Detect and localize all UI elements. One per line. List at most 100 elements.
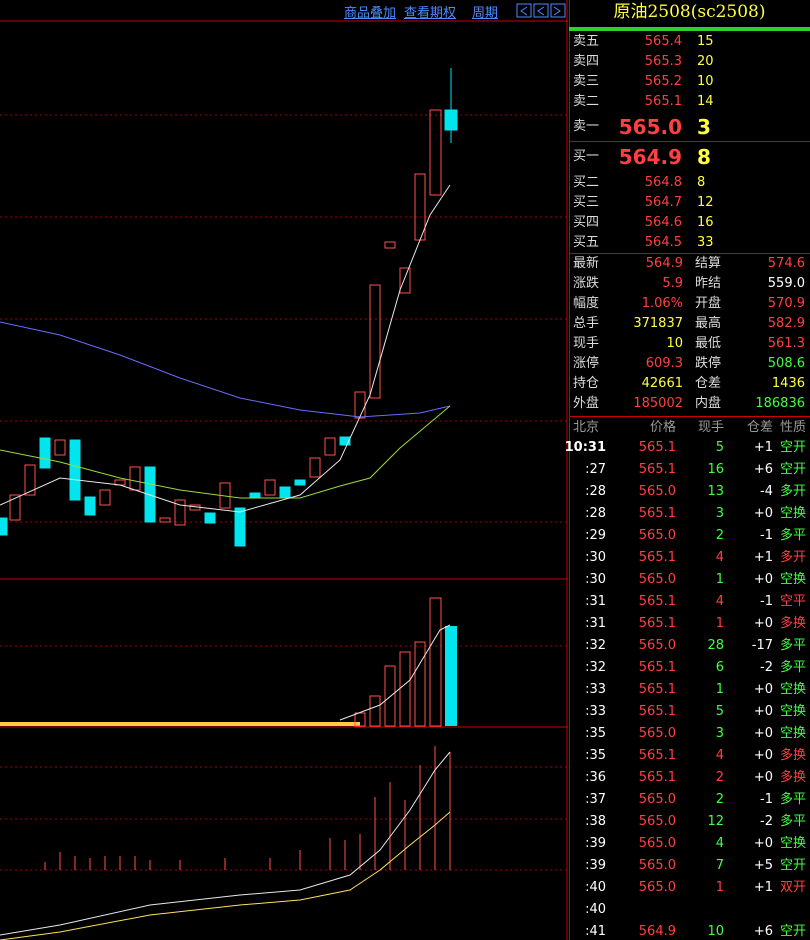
- tick-volume: 4: [715, 550, 724, 565]
- link[interactable]: 周期: [472, 6, 499, 21]
- tick-volume: 1: [715, 880, 724, 895]
- tick-price: 565.1: [638, 506, 676, 521]
- tick-type: 空换: [780, 572, 807, 587]
- tick-volume: 1: [715, 682, 724, 697]
- tick-type: 多换: [780, 770, 807, 785]
- book-volume: 3: [697, 115, 711, 139]
- tick-change: +0: [753, 506, 773, 521]
- tick-change: -1: [760, 594, 773, 609]
- tick-type: 多平: [780, 660, 807, 675]
- tick-time: :32: [585, 660, 606, 675]
- tick-price: 565.1: [638, 770, 676, 785]
- tick-change: +1: [753, 880, 773, 895]
- tick-volume: 28: [707, 638, 724, 653]
- book-label: 买三: [573, 195, 600, 210]
- book-price: 564.7: [644, 195, 682, 210]
- stat-value: 42661: [641, 376, 683, 391]
- tick-time: 10:31: [564, 440, 606, 455]
- candles: [0, 68, 458, 547]
- tick-type: 空换: [780, 682, 807, 697]
- book-price: 564.9: [618, 145, 682, 169]
- tick-change: +1: [753, 440, 773, 455]
- tick-time: :40: [585, 880, 606, 895]
- book-volume: 8: [697, 175, 706, 190]
- stat-value: 609.3: [645, 356, 683, 371]
- tick-change: -1: [760, 528, 773, 543]
- tick-price: 565.0: [638, 792, 676, 807]
- stat-value: 1436: [771, 376, 805, 391]
- tick-change: +6: [753, 924, 773, 939]
- tick-volume: 5: [715, 704, 724, 719]
- ma-mid: [0, 405, 451, 499]
- stat-label: 最新: [573, 256, 600, 271]
- stat-value: 186836: [755, 396, 805, 411]
- tick-header: 仓差: [746, 420, 773, 435]
- link[interactable]: 商品叠加: [344, 6, 397, 21]
- tick-volume: 2: [715, 770, 724, 785]
- tick-type: 多平: [780, 528, 807, 543]
- tick-type: 空换: [780, 836, 807, 851]
- tick-time: :33: [585, 704, 606, 719]
- tick-type: 空换: [780, 704, 807, 719]
- divider: [569, 253, 810, 254]
- stat-value: 371837: [633, 316, 683, 331]
- tick-price: 565.1: [638, 660, 676, 675]
- stat-label: 最低: [695, 336, 722, 351]
- tick-price: 565.0: [638, 528, 676, 543]
- tick-time: :35: [585, 748, 606, 763]
- tick-change: -4: [760, 484, 773, 499]
- tick-time: :28: [585, 506, 606, 521]
- indicator-line-1: [0, 751, 451, 936]
- tick-time: :30: [585, 550, 606, 565]
- tick-change: +1: [753, 550, 773, 565]
- tick-time: :31: [585, 594, 606, 609]
- volume-bars: [0, 597, 457, 727]
- tick-volume: 7: [715, 858, 724, 873]
- book-price: 565.0: [618, 115, 682, 139]
- stat-value: 508.6: [767, 356, 805, 371]
- tick-change: -2: [760, 814, 773, 829]
- tick-time: :37: [585, 792, 606, 807]
- tick-type: 多开: [780, 484, 807, 499]
- stat-label: 涨跌: [573, 276, 600, 291]
- tick-volume: 16: [707, 462, 724, 477]
- tick-price: 565.0: [638, 858, 676, 873]
- tick-volume: 12: [707, 814, 724, 829]
- tick-time: :38: [585, 814, 606, 829]
- stat-value: 5.9: [662, 276, 683, 291]
- tick-price: 565.1: [638, 440, 676, 455]
- tick-type: 空开: [780, 924, 807, 939]
- tick-price: 565.0: [638, 880, 676, 895]
- tick-price: 565.0: [638, 484, 676, 499]
- link[interactable]: 查看期权: [404, 6, 457, 21]
- tick-volume: 4: [715, 748, 724, 763]
- tick-volume: 2: [715, 528, 724, 543]
- tick-type: 空换: [780, 506, 807, 521]
- tick-type: 双开: [780, 880, 807, 895]
- divider: [569, 141, 810, 142]
- stat-label: 涨停: [573, 356, 600, 371]
- nav-buttons[interactable]: [516, 2, 566, 20]
- book-volume: 8: [697, 145, 711, 169]
- kline-chart: [0, 0, 568, 940]
- book-label: 卖一: [573, 119, 600, 134]
- book-volume: 14: [697, 94, 714, 109]
- stat-value: 559.0: [767, 276, 805, 291]
- tick-type: 多换: [780, 748, 807, 763]
- stat-value: 1.06%: [641, 296, 683, 311]
- tick-price: 565.0: [638, 814, 676, 829]
- tick-time: :33: [585, 682, 606, 697]
- tick-price: 565.1: [638, 594, 676, 609]
- tick-change: +6: [753, 462, 773, 477]
- quote-title: 原油2508(sc2508): [613, 2, 766, 22]
- stat-label: 内盘: [695, 396, 722, 411]
- tick-time: :30: [585, 572, 606, 587]
- stat-label: 现手: [573, 336, 600, 351]
- stat-label: 昨结: [695, 276, 722, 291]
- tick-time: :31: [585, 616, 606, 631]
- tick-price: 565.0: [638, 836, 676, 851]
- book-price: 565.1: [644, 94, 682, 109]
- stat-label: 最高: [695, 316, 722, 331]
- tick-volume: 10: [707, 924, 724, 939]
